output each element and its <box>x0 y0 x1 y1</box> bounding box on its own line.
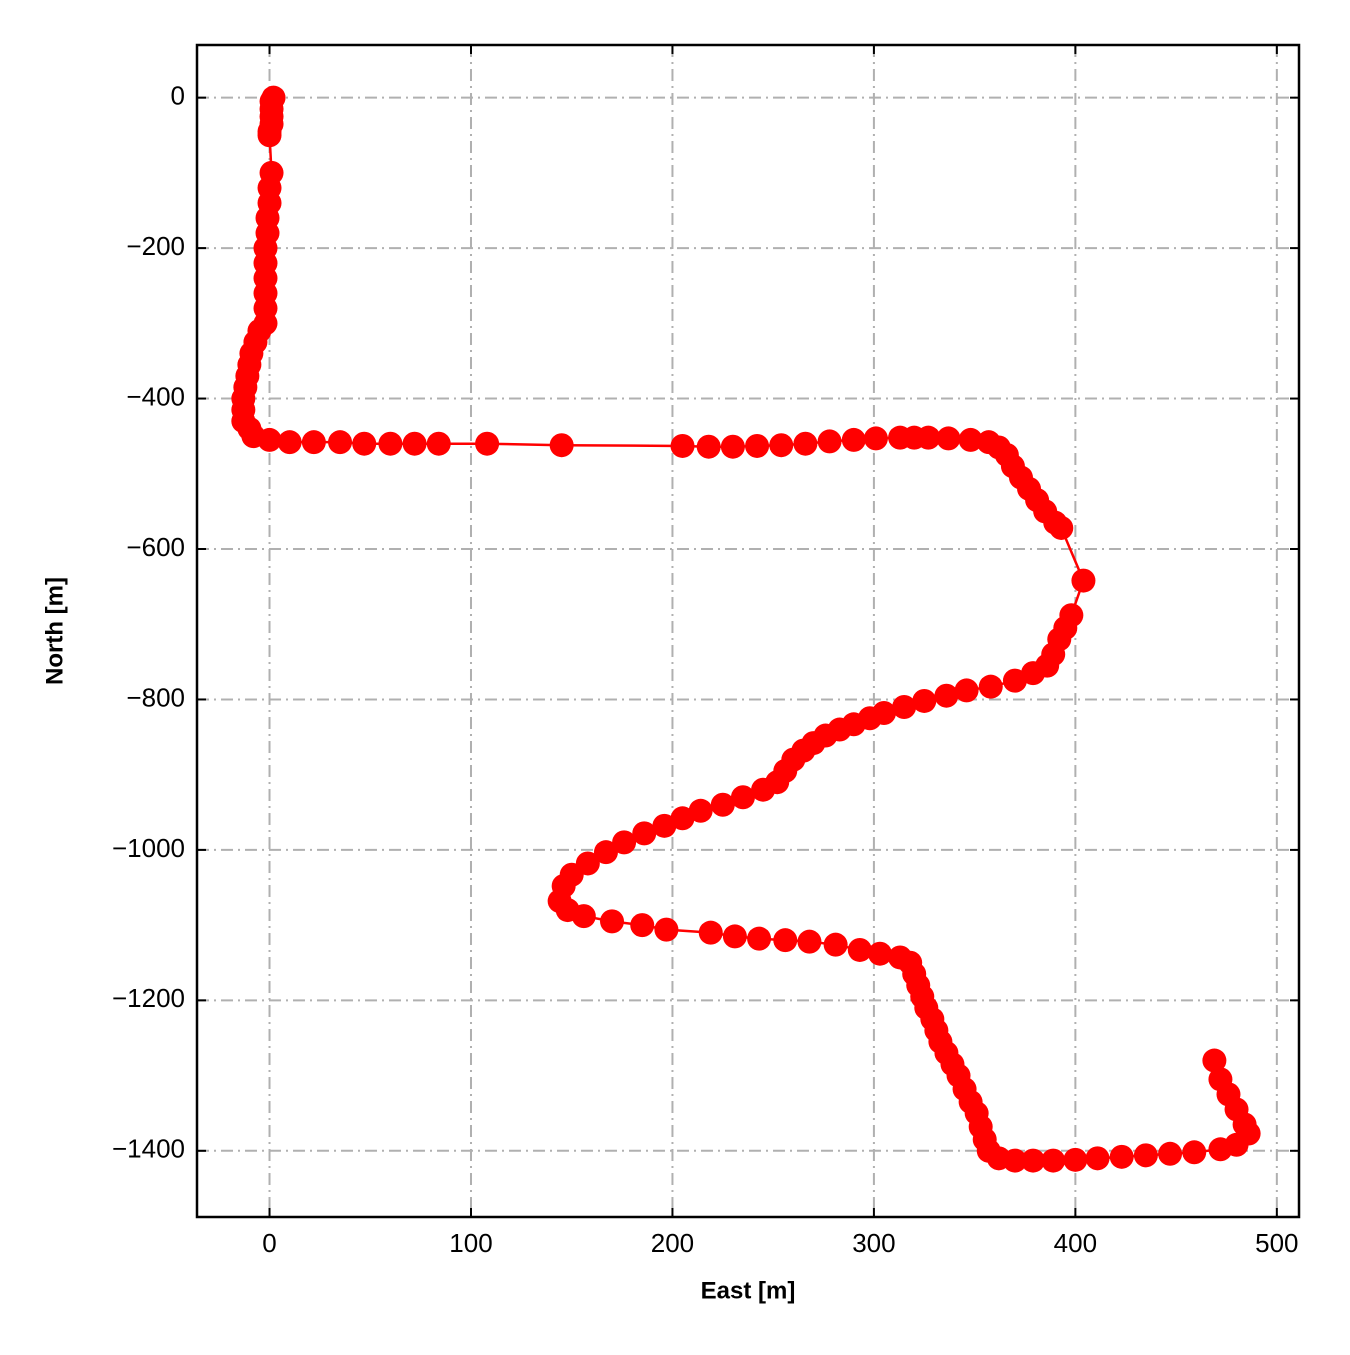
y-tick-label: −1000 <box>112 833 185 863</box>
track-point <box>1085 1146 1110 1171</box>
y-tick-label: −1200 <box>112 983 185 1013</box>
track-point <box>912 688 937 713</box>
track-point <box>847 937 872 962</box>
y-tick-label: −200 <box>126 231 185 261</box>
track-point <box>720 434 745 459</box>
x-tick-label: 500 <box>1255 1228 1298 1258</box>
track-point <box>1063 1147 1088 1172</box>
track-point <box>698 920 723 945</box>
track-point <box>730 785 755 810</box>
track-point <box>696 434 721 459</box>
track-point <box>1133 1143 1158 1168</box>
plot-frame <box>195 43 1301 1219</box>
track-point <box>1021 661 1046 686</box>
track-point <box>1158 1141 1183 1166</box>
track-point <box>571 904 596 929</box>
track-point <box>841 427 866 452</box>
track-point <box>257 123 282 148</box>
track-point <box>769 433 794 458</box>
track-point <box>1002 1148 1027 1173</box>
track-point <box>747 926 772 951</box>
track-point <box>823 932 848 957</box>
track-point <box>1071 568 1096 593</box>
track-point <box>722 924 747 949</box>
track-point <box>745 433 770 458</box>
track-point <box>670 806 695 831</box>
track-point <box>1202 1048 1227 1073</box>
track-point <box>402 431 427 456</box>
track-point <box>954 678 979 703</box>
track-point <box>328 430 353 455</box>
track-point <box>863 426 888 451</box>
track-point <box>710 792 735 817</box>
track-point <box>632 821 657 846</box>
track-point <box>257 427 282 452</box>
track-point <box>936 426 961 451</box>
track-point <box>958 427 983 452</box>
track-point <box>475 431 500 456</box>
x-tick-label: 300 <box>852 1228 895 1258</box>
track-point <box>352 431 377 456</box>
track-point <box>1208 1067 1233 1092</box>
y-tick-label: −600 <box>126 532 185 562</box>
track-point <box>1021 1148 1046 1173</box>
track-point <box>593 840 618 865</box>
track-point <box>1002 668 1027 693</box>
y-tick-label: −800 <box>126 682 185 712</box>
track-point <box>751 777 776 802</box>
track-point <box>797 929 822 954</box>
track-point <box>978 674 1003 699</box>
y-tick-label: −1400 <box>112 1134 185 1164</box>
track-point <box>817 429 842 454</box>
track-point <box>600 909 625 934</box>
track-point <box>301 430 326 455</box>
track-point <box>426 431 451 456</box>
track-point <box>892 694 917 719</box>
track-point <box>652 813 677 838</box>
x-tick-label: 0 <box>262 1228 276 1258</box>
track-point <box>630 913 655 938</box>
track-point <box>1049 515 1074 540</box>
track-point <box>654 917 679 942</box>
x-tick-label: 100 <box>449 1228 492 1258</box>
track-point <box>1182 1140 1207 1165</box>
x-axis-label: East [m] <box>701 1277 796 1304</box>
y-tick-label: −400 <box>126 381 185 411</box>
track-point <box>277 430 302 455</box>
track-point <box>867 941 892 966</box>
track-point <box>916 425 941 450</box>
track-point <box>934 683 959 708</box>
track-point <box>1041 1148 1066 1173</box>
track-point <box>793 431 818 456</box>
x-tick-label: 200 <box>651 1228 694 1258</box>
track-point <box>549 433 574 458</box>
y-axis-label: North [m] <box>41 577 68 685</box>
track-point <box>688 798 713 823</box>
y-tick-label: 0 <box>171 81 185 111</box>
track-point <box>773 928 798 953</box>
x-tick-label: 400 <box>1054 1228 1097 1258</box>
track-point <box>1109 1144 1134 1169</box>
track-point <box>612 830 637 855</box>
track-point <box>670 433 695 458</box>
track-point <box>378 431 403 456</box>
